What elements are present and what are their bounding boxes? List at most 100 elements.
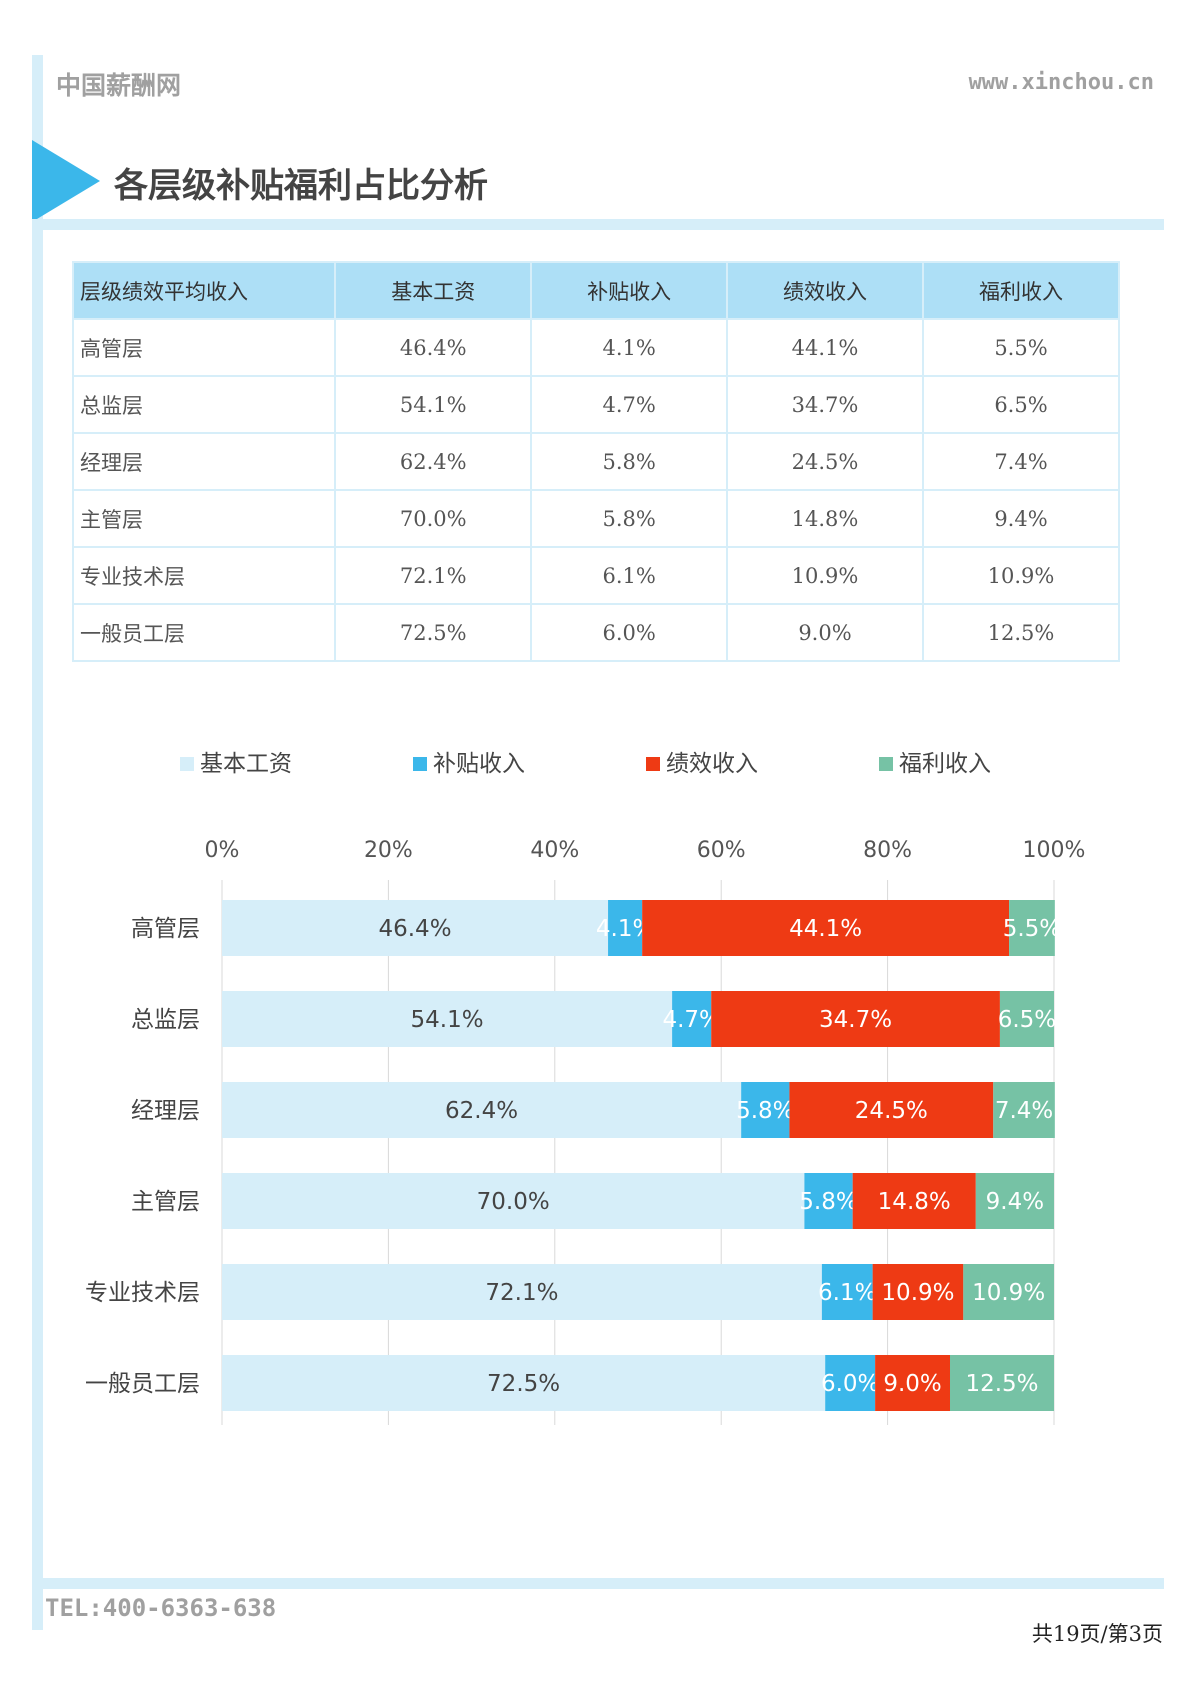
footer-tel: TEL:400-6363-638 xyxy=(45,1594,277,1622)
table-cell: 72.5% xyxy=(334,603,533,662)
data-label: 5.8% xyxy=(799,1189,857,1215)
table-header-row: 层级绩效平均收入 基本工资 补贴收入 绩效收入 福利收入 xyxy=(71,261,1121,320)
table-row: 经理层 62.4% 5.8% 24.5% 7.4% xyxy=(71,432,1121,491)
site-url[interactable]: www.xinchou.cn xyxy=(968,70,1154,95)
data-label: 46.4% xyxy=(378,916,451,942)
bar-segment xyxy=(608,900,643,956)
site-name: 中国薪酬网 xyxy=(56,71,182,100)
data-label: 5.5% xyxy=(1003,916,1061,942)
table-cell: 9.0% xyxy=(726,603,924,662)
category-label: 总监层 xyxy=(131,1007,200,1033)
table-cell: 24.5% xyxy=(726,432,924,491)
category-label: 主管层 xyxy=(131,1189,200,1215)
table-cell: 34.7% xyxy=(726,375,924,434)
table-cell: 10.9% xyxy=(726,546,924,605)
table-cell: 5.8% xyxy=(530,432,729,491)
bar-segment xyxy=(741,1082,790,1138)
table-cell: 46.4% xyxy=(334,318,533,377)
bar-segment xyxy=(872,1264,964,1320)
table-cell: 70.0% xyxy=(334,489,533,548)
table-cell: 总监层 xyxy=(71,375,337,434)
data-label: 44.1% xyxy=(789,916,862,942)
bar-segment xyxy=(222,1082,742,1138)
table-header-cell: 福利收入 xyxy=(921,261,1121,320)
legend-swatch xyxy=(646,757,660,771)
legend-swatch xyxy=(879,757,893,771)
title-divider xyxy=(32,219,1164,230)
bar-segment xyxy=(804,1173,853,1229)
table-cell: 7.4% xyxy=(921,432,1121,491)
table-cell: 主管层 xyxy=(71,489,337,548)
table-cell: 9.4% xyxy=(921,489,1121,548)
bar-segment xyxy=(825,1355,876,1411)
table-cell: 62.4% xyxy=(334,432,533,491)
table-cell: 54.1% xyxy=(334,375,533,434)
table-cell: 6.5% xyxy=(921,375,1121,434)
data-label: 34.7% xyxy=(819,1007,892,1033)
bar-segment xyxy=(1009,900,1055,956)
stacked-bar-chart: 基本工资 补贴收入 绩效收入 福利收入 0% 20% 40% 60% 80% 100% 高管层 46.… xyxy=(85,751,1086,1425)
data-label: 70.0% xyxy=(477,1189,550,1215)
data-label: 4.7% xyxy=(662,1007,720,1033)
table-header-cell: 补贴收入 xyxy=(530,261,729,320)
legend-label: 福利收入 xyxy=(899,751,991,777)
table-header-cell: 基本工资 xyxy=(334,261,533,320)
bar-segment xyxy=(975,1173,1054,1229)
income-ratio-table: 层级绩效平均收入 基本工资 补贴收入 绩效收入 福利收入 高管层 46.4% 4… xyxy=(71,261,1121,662)
bar-segment xyxy=(642,900,1010,956)
bar-segment xyxy=(999,991,1054,1047)
x-tick-label: 80% xyxy=(863,838,912,863)
bar-segment xyxy=(222,1264,822,1320)
category-label: 经理层 xyxy=(131,1098,200,1124)
category-label: 一般员工层 xyxy=(85,1371,200,1397)
legend-label: 绩效收入 xyxy=(666,751,758,777)
table-cell: 10.9% xyxy=(921,546,1121,605)
data-label: 62.4% xyxy=(445,1098,518,1124)
data-label: 5.8% xyxy=(736,1098,794,1124)
table-cell: 经理层 xyxy=(71,432,337,491)
bar-segment xyxy=(222,900,609,956)
table-row: 专业技术层 72.1% 6.1% 10.9% 10.9% xyxy=(71,546,1121,605)
data-label: 12.5% xyxy=(965,1371,1038,1397)
data-label: 14.8% xyxy=(878,1189,951,1215)
bar-segment xyxy=(672,991,712,1047)
page-title: 各层级补贴福利占比分析 xyxy=(114,166,488,206)
data-label: 72.5% xyxy=(487,1371,560,1397)
data-label: 10.9% xyxy=(972,1280,1045,1306)
data-label: 6.5% xyxy=(998,1007,1056,1033)
data-label: 9.0% xyxy=(883,1371,941,1397)
data-label: 9.4% xyxy=(986,1189,1044,1215)
left-decor-bar xyxy=(32,55,43,1630)
table-row: 总监层 54.1% 4.7% 34.7% 6.5% xyxy=(71,375,1121,434)
data-label: 72.1% xyxy=(485,1280,558,1306)
x-tick-label: 100% xyxy=(1023,838,1086,863)
table-cell: 4.1% xyxy=(530,318,729,377)
bar-segment xyxy=(222,1173,805,1229)
legend-label: 补贴收入 xyxy=(433,751,525,777)
x-tick-label: 0% xyxy=(205,838,240,863)
bar-segment xyxy=(950,1355,1054,1411)
table-row: 一般员工层 72.5% 6.0% 9.0% 12.5% xyxy=(71,603,1121,662)
table-cell: 72.1% xyxy=(334,546,533,605)
data-label: 6.1% xyxy=(818,1280,876,1306)
bar-segment xyxy=(222,1355,826,1411)
table-header-cell: 绩效收入 xyxy=(726,261,924,320)
bar-segment xyxy=(711,991,1000,1047)
legend-swatch xyxy=(413,757,427,771)
table-cell: 一般员工层 xyxy=(71,603,337,662)
bar-segment xyxy=(789,1082,994,1138)
bar-segment xyxy=(993,1082,1055,1138)
page-number: 共19页/第3页 xyxy=(1031,1622,1163,1646)
data-label: 7.4% xyxy=(995,1098,1053,1124)
footer-divider xyxy=(32,1578,1164,1589)
table-cell: 12.5% xyxy=(921,603,1121,662)
table-header-cell: 层级绩效平均收入 xyxy=(71,261,337,320)
legend-swatch xyxy=(180,757,194,771)
table-cell: 14.8% xyxy=(726,489,924,548)
category-label: 专业技术层 xyxy=(85,1280,200,1306)
table-cell: 5.8% xyxy=(530,489,729,548)
x-tick-label: 20% xyxy=(364,838,413,863)
x-tick-label: 40% xyxy=(530,838,579,863)
table-cell: 4.7% xyxy=(530,375,729,434)
table-cell: 44.1% xyxy=(726,318,924,377)
